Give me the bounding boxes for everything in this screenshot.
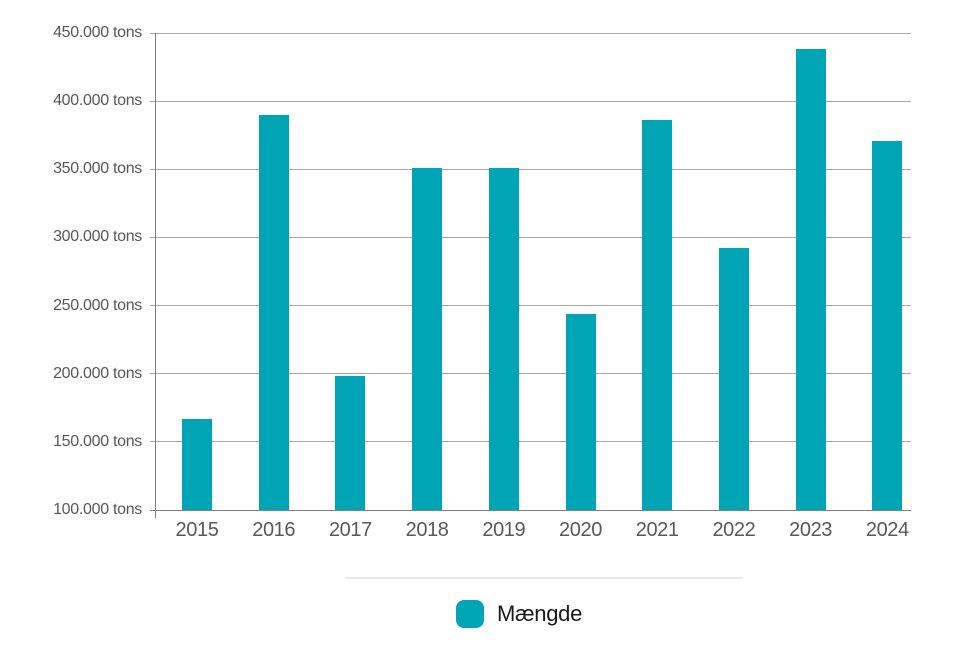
legend-label: Mængde — [497, 601, 583, 626]
gridline — [150, 373, 911, 375]
y-axis-tick-label: 200.000 tons — [53, 364, 142, 382]
bar-2021[interactable] — [642, 120, 673, 510]
x-axis-tick-label-2017: 2017 — [328, 519, 372, 541]
legend-item[interactable]: Mængde — [456, 600, 582, 628]
bar-2017[interactable] — [335, 376, 366, 510]
y-axis-line — [155, 33, 156, 518]
gridline — [150, 305, 911, 307]
y-axis-tick-label: 350.000 tons — [53, 160, 142, 178]
bar-2022[interactable] — [718, 248, 749, 510]
x-axis-tick-label-2020: 2020 — [559, 519, 602, 541]
gridline — [150, 168, 911, 170]
x-axis-tick-label-2022: 2022 — [712, 519, 756, 541]
y-axis-tick-label: 150.000 tons — [53, 432, 142, 450]
x-axis-tick-label-2024: 2024 — [865, 519, 909, 541]
gridline — [150, 441, 911, 443]
bar-2020[interactable] — [565, 313, 596, 510]
y-axis-tick-label: 450.000 tons — [53, 24, 142, 41]
x-axis-tick-label-2021: 2021 — [635, 519, 679, 541]
bar-2016[interactable] — [258, 114, 289, 510]
bar-2019[interactable] — [488, 167, 519, 510]
gridline — [150, 100, 911, 102]
gridline — [150, 236, 911, 238]
y-axis-tick-label: 250.000 tons — [53, 296, 142, 314]
gridline — [150, 32, 911, 34]
y-axis-tick-label: 400.000 tons — [53, 92, 142, 110]
y-axis-tick-label: 300.000 tons — [53, 228, 142, 246]
x-axis-tick-label-2018: 2018 — [405, 519, 449, 541]
bar-2015[interactable] — [182, 418, 212, 510]
x-axis-tick-label-2023: 2023 — [789, 519, 833, 541]
bar-2024[interactable] — [872, 140, 903, 510]
legend-swatch-icon — [456, 600, 484, 628]
bar-2023[interactable] — [795, 49, 826, 510]
x-axis-tick-label-2019: 2019 — [482, 519, 526, 541]
bar-2018[interactable] — [412, 167, 443, 510]
x-axis-line — [150, 510, 911, 511]
y-axis-tick-label: 100.000 tons — [53, 501, 142, 518]
x-axis-tick-label-2015: 2015 — [175, 519, 219, 541]
x-axis-tick-label-2016: 2016 — [252, 519, 296, 541]
legend-divider — [345, 577, 743, 579]
